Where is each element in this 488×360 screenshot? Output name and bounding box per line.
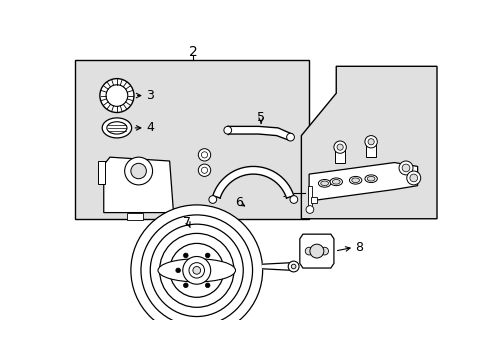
Bar [366, 143, 375, 157]
Polygon shape [301, 66, 436, 219]
Text: 6: 6 [235, 196, 243, 209]
Circle shape [176, 268, 180, 273]
Ellipse shape [320, 181, 328, 186]
Text: 1: 1 [281, 187, 289, 200]
Circle shape [150, 224, 243, 316]
Ellipse shape [351, 178, 359, 183]
Circle shape [291, 264, 295, 269]
Circle shape [409, 174, 417, 182]
Bar [335, 149, 344, 163]
Circle shape [141, 215, 252, 326]
Bar [310, 197, 316, 203]
Text: 4: 4 [146, 121, 154, 134]
Circle shape [309, 244, 323, 258]
Circle shape [364, 136, 377, 148]
Ellipse shape [107, 122, 127, 134]
Circle shape [106, 85, 127, 106]
Ellipse shape [366, 176, 374, 181]
Ellipse shape [102, 118, 131, 138]
Circle shape [189, 263, 204, 278]
Circle shape [100, 78, 134, 112]
Circle shape [159, 233, 233, 307]
Ellipse shape [332, 180, 340, 184]
Circle shape [205, 283, 209, 288]
Circle shape [198, 149, 210, 161]
Circle shape [289, 196, 297, 203]
Circle shape [286, 133, 294, 141]
Circle shape [131, 205, 262, 336]
Circle shape [192, 266, 200, 274]
Circle shape [183, 283, 188, 288]
Bar [307, 186, 311, 207]
Polygon shape [299, 234, 333, 268]
Circle shape [224, 126, 231, 134]
Circle shape [336, 144, 343, 150]
Circle shape [183, 253, 188, 258]
Polygon shape [227, 126, 291, 140]
Ellipse shape [329, 178, 342, 186]
Circle shape [198, 164, 210, 176]
Circle shape [305, 206, 313, 213]
Ellipse shape [318, 180, 330, 187]
Bar [127, 213, 142, 220]
Ellipse shape [349, 176, 361, 184]
Circle shape [367, 139, 373, 145]
Circle shape [287, 261, 299, 272]
Bar [75, 60, 308, 219]
Circle shape [124, 157, 152, 185]
Circle shape [398, 161, 412, 175]
Circle shape [305, 247, 312, 255]
Polygon shape [308, 163, 417, 201]
Circle shape [208, 196, 216, 203]
Polygon shape [212, 166, 293, 198]
Circle shape [169, 243, 224, 297]
Text: 3: 3 [146, 89, 154, 102]
Text: 2: 2 [188, 45, 197, 59]
Circle shape [401, 164, 409, 172]
Text: 5: 5 [257, 111, 264, 125]
Polygon shape [262, 263, 291, 270]
Circle shape [201, 167, 207, 173]
Bar [97, 161, 105, 184]
Circle shape [333, 141, 346, 153]
Circle shape [320, 247, 328, 255]
Ellipse shape [158, 259, 235, 282]
Polygon shape [103, 157, 173, 213]
Text: 7: 7 [183, 216, 190, 229]
Text: 8: 8 [355, 241, 363, 254]
Circle shape [201, 152, 207, 158]
Circle shape [406, 171, 420, 185]
Circle shape [205, 253, 209, 258]
Ellipse shape [364, 175, 377, 183]
Circle shape [131, 163, 146, 179]
Circle shape [183, 256, 210, 284]
